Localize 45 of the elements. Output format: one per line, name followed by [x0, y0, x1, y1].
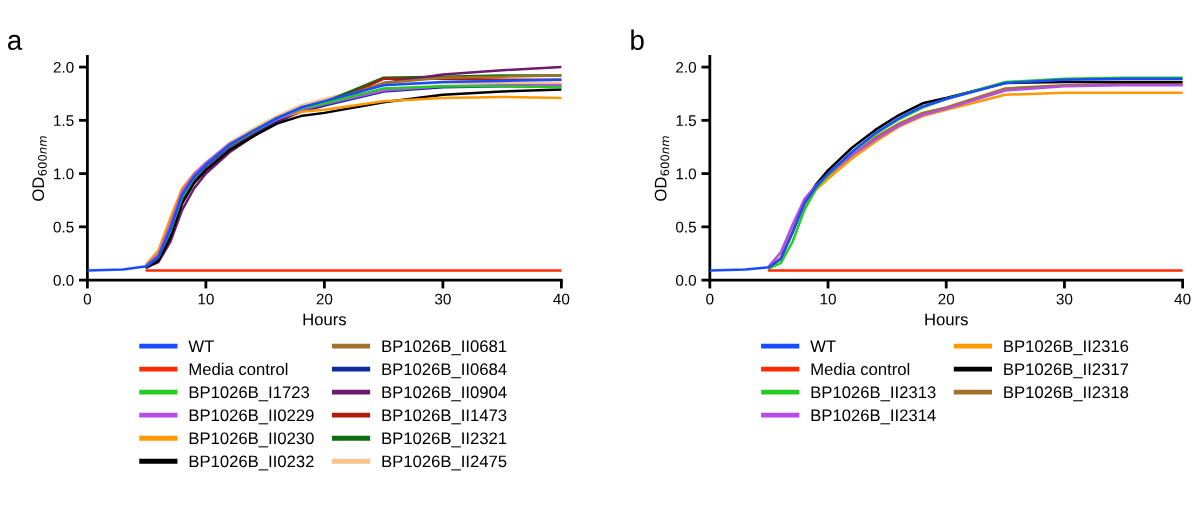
legend-label: BP1026B_II2314	[811, 409, 936, 425]
x-tick-label: 20	[316, 293, 333, 305]
text: b	[631, 29, 644, 50]
legend-label: BP1026B_II0232	[189, 455, 314, 471]
y-tick-label: 1.5	[676, 115, 696, 127]
y-axis-title: OD$_{600nm}$	[32, 136, 47, 201]
y-tick-label: 1.5	[54, 115, 74, 127]
x-tick-label: 40	[553, 293, 570, 305]
legend-label: BP1026B_II1473	[382, 409, 507, 425]
legend-label: BP1026B_II2317	[1004, 363, 1129, 379]
y-tick-label: 0.5	[675, 221, 696, 233]
legend-label: BP1026B_II0230	[189, 432, 314, 448]
legend-label: BP1026B_II2313	[811, 386, 936, 402]
legend-label: BP1026B_II2475	[382, 455, 507, 471]
legend-label: BP1026B_I1723	[189, 386, 310, 402]
x-tick-label: 30	[1056, 293, 1073, 305]
y-tick-label: 0.5	[53, 221, 74, 233]
legend-label: BP1026B_II0684	[382, 363, 507, 379]
x-tick-label: 0	[83, 293, 92, 305]
y-tick-label: 2.0	[676, 61, 697, 73]
y-tick-label: 1.0	[54, 168, 74, 180]
legend-label: BP1026B_II0681	[382, 340, 507, 356]
y-tick-label: 0.0	[675, 274, 697, 286]
legend-label: Media control	[811, 362, 910, 376]
legend-label: BP1026B_II2316	[1004, 340, 1129, 356]
x-tick-label: 10	[820, 293, 836, 305]
x-axis-title: Hours	[303, 313, 347, 326]
legend-label: Media control	[189, 362, 288, 376]
legend-label: BP1026B_II2318	[1004, 386, 1129, 402]
x-tick-label: 20	[938, 293, 955, 305]
y-tick-label: 1.0	[676, 168, 697, 180]
y-tick-label: 0.0	[53, 274, 74, 286]
x-tick-label: 40	[1174, 293, 1191, 305]
x-tick-label: 0	[706, 293, 714, 305]
y-axis-title: OD$_{600nm}$	[654, 136, 670, 201]
y-tick-label: 2.0	[53, 61, 74, 73]
x-axis-title: Hours	[925, 313, 968, 326]
legend-label: BP1026B_II0904	[382, 386, 507, 402]
legend-label: WT	[810, 340, 836, 352]
legend-label: BP1026B_II0229	[189, 409, 314, 425]
legend-label: WT	[188, 340, 214, 352]
legend-label: BP1026B_II2321	[382, 432, 507, 448]
x-tick-label: 30	[434, 293, 451, 305]
text: a	[7, 34, 23, 50]
x-tick-label: 10	[198, 293, 214, 305]
